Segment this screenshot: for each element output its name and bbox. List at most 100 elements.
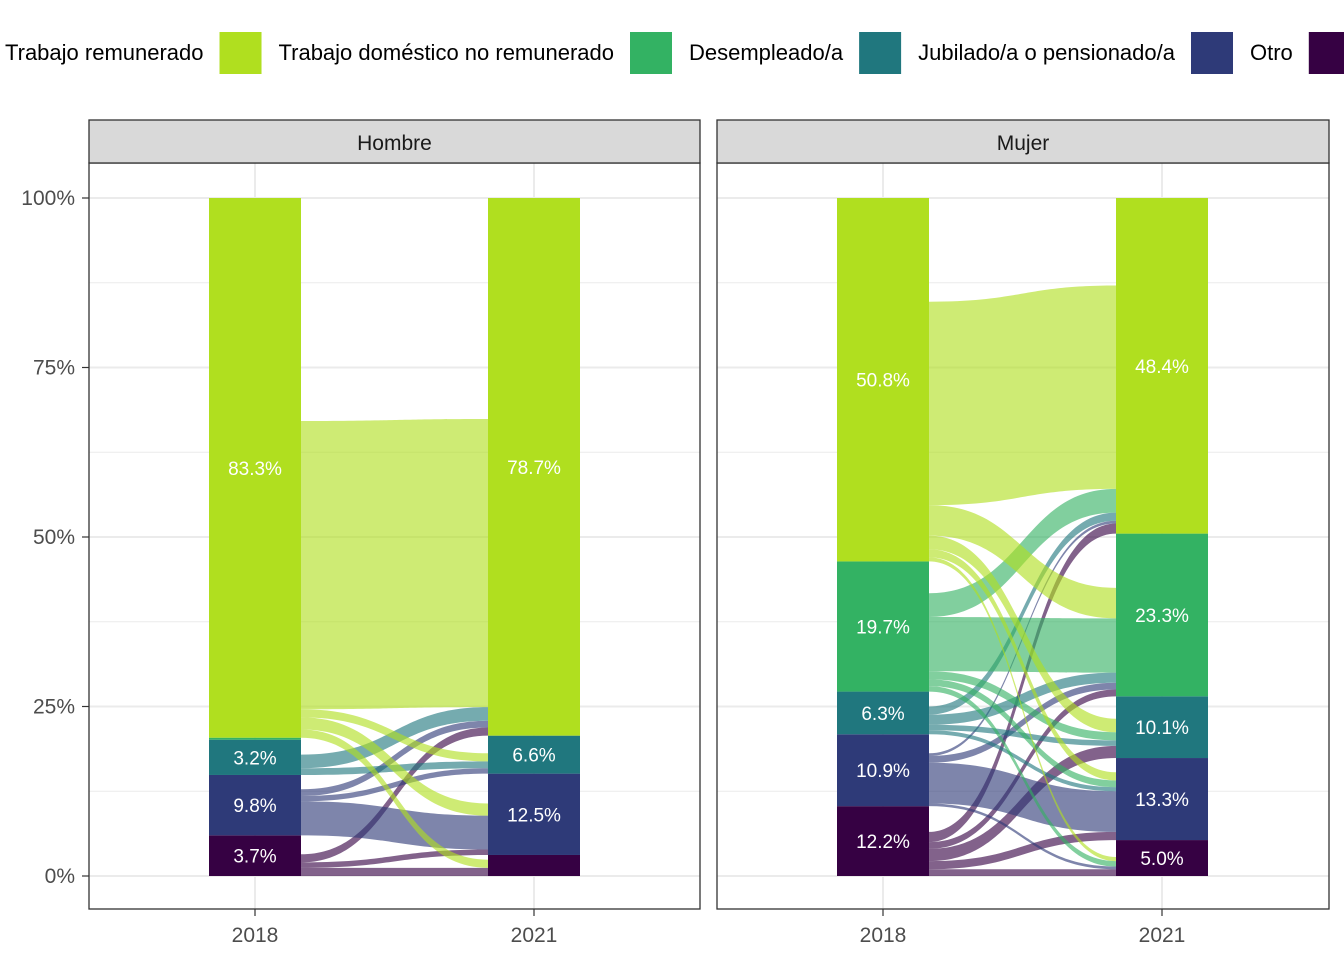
bar-label-jubilado-a-o-pensionado-a: 12.5% [507,805,561,826]
bar-label-otro: 5.0% [1140,849,1183,870]
legend-item-desempleado-a: Desempleado/a [689,32,902,74]
bar-label-jubilado-a-o-pensionado-a: 9.8% [233,796,276,817]
bar-segment-jubilado-a-o-pensionado-a [209,774,301,836]
bar-segment-trabajo-remunerado [837,198,929,562]
bar-segment-trabajo-domestico-no-remunerado [837,561,929,692]
bar-segment-trabajo-remunerado [488,198,580,736]
legend-swatch [1308,32,1344,74]
flow-otro-to-trabajo-domestico-no-remunerado [929,689,1116,849]
bar-segment-otro [1116,840,1208,876]
flow-trabajo-remunerado-to-trabajo-remunerado [929,285,1116,506]
panels: 3.7% 9.8% 3.2% 83.3% 12.5% 6.6% 78.7% Hombre 201… [88,119,1330,947]
legend-item-trabajo-remunerado: Trabajo remunerado [5,32,262,74]
bar-label-jubilado-a-o-pensionado-a: 10.9% [856,761,910,782]
strip-label: Mujer [997,132,1050,155]
legend-label: Desempleado/a [689,40,844,65]
bar-label-desempleado-a: 3.2% [233,748,276,769]
y-tick-label: 100% [21,187,75,210]
flow-trabajo-remunerado-to-jubilado-a-o-pensionado-a [301,717,488,816]
flow-desempleado-a-to-jubilado-a-o-pensionado-a [929,730,1116,792]
bar-segment-desempleado-a [1116,696,1208,759]
bar-segment-desempleado-a [488,735,580,774]
panel-mujer: 12.2% 10.9% 6.3% 19.7% 50.8% 5.0% 13.3% 10.1% 23… [716,119,1330,947]
y-tick-label: 25% [33,696,75,719]
bar-segment-jubilado-a-o-pensionado-a [488,773,580,855]
legend-label: Otro [1250,40,1293,65]
bar-label-otro: 3.7% [233,847,276,868]
legend-label: Jubilado/a o pensionado/a [918,40,1176,65]
stack-2018: 12.2% 10.9% 6.3% 19.7% 50.8% [837,198,929,876]
flow-trabajo-domestico-no-remunerado-to-trabajo-domestico-no-remunerado [929,617,1116,673]
bar-label-trabajo-domestico-no-remunerado: 23.3% [1135,606,1189,627]
bar-label-otro: 12.2% [856,832,910,853]
legend-swatch [1191,32,1233,74]
y-tick-label: 75% [33,357,75,380]
legend-item-otro: Otro [1250,32,1344,74]
flow-otro-to-trabajo-remunerado [929,523,1116,843]
bar-label-trabajo-remunerado: 50.8% [856,371,910,392]
strip-background [716,119,1330,164]
bar-segment-otro [209,835,301,876]
flow-trabajo-remunerado-to-otro [929,557,1116,862]
stack-2021: 5.0% 13.3% 10.1% 23.3% 48.4% [1116,198,1208,876]
legend-item-trabajo-domestico-no-remunerado: Trabajo doméstico no remunerado [279,32,672,74]
flow-trabajo-remunerado-to-desempleado-a [929,535,1116,733]
strip-background [88,119,701,164]
flow-jubilado-a-o-pensionado-a-to-jubilado-a-o-pensionado-a [301,801,488,850]
legend-swatch [630,32,672,74]
bar-segment-otro [488,854,580,876]
bar-label-trabajo-domestico-no-remunerado: 19.7% [856,617,910,638]
bar-segment-jubilado-a-o-pensionado-a [1116,758,1208,841]
bar-label-trabajo-remunerado: 78.7% [507,458,561,479]
flows [301,419,488,876]
flow-jubilado-a-o-pensionado-a-to-jubilado-a-o-pensionado-a [929,762,1116,832]
x-tick-label: 2021 [1139,924,1186,947]
bar-segment-otro [837,806,929,876]
flow-trabajo-remunerado-to-trabajo-remunerado [301,419,488,710]
bar-label-desempleado-a: 6.3% [861,704,904,725]
legend: Trabajo remunerado Trabajo doméstico no r… [5,32,1344,74]
bar-segment-trabajo-remunerado [209,198,301,738]
x-tick-label: 2021 [511,924,558,947]
x-tick-label: 2018 [232,924,279,947]
panel-hombre: 3.7% 9.8% 3.2% 83.3% 12.5% 6.6% 78.7% Hombre 201… [88,119,701,947]
flow-trabajo-remunerado-to-jubilado-a-o-pensionado-a [929,549,1116,781]
flow-trabajo-domestico-no-remunerado-to-desempleado-a [929,671,1116,741]
flow-jubilado-a-o-pensionado-a-to-desempleado-a [301,768,488,802]
y-axis: 0% 25% 50% 75% 100% [21,187,89,888]
bar-segment-trabajo-remunerado [1116,198,1208,534]
flow-otro-to-jubilado-a-o-pensionado-a [301,849,488,868]
bar-segment-trabajo-domestico-no-remunerado [209,737,301,740]
flow-jubilado-a-o-pensionado-a-to-otro [929,803,1116,870]
flow-desempleado-a-to-trabajo-domestico-no-remunerado [929,672,1116,725]
legend-swatch [859,32,902,74]
flow-otro-to-jubilado-a-o-pensionado-a [929,831,1116,870]
bar-label-desempleado-a: 6.6% [512,746,555,767]
flows [929,285,1116,876]
flow-trabajo-remunerado-to-desempleado-a [301,709,488,762]
bar-label-trabajo-remunerado: 83.3% [228,459,282,480]
y-tick-label: 0% [45,865,75,888]
x-tick-label: 2018 [860,924,907,947]
legend-label: Trabajo doméstico no remunerado [279,40,614,65]
stack-2021: 12.5% 6.6% 78.7% [488,198,580,876]
y-tick-label: 50% [33,526,75,549]
bar-label-trabajo-remunerado: 48.4% [1135,357,1189,378]
strip-label: Hombre [357,132,432,155]
flow-otro-to-otro [301,867,488,876]
stack-2018: 3.7% 9.8% 3.2% 83.3% [209,198,301,876]
flow-trabajo-remunerado-to-otro [301,729,488,868]
legend-item-jubilado-a-o-pensionado-a: Jubilado/a o pensionado/a [918,32,1233,74]
legend-swatch [219,32,262,74]
bar-segment-desempleado-a [209,739,301,775]
flow-jubilado-a-o-pensionado-a-to-trabajo-domestico-no-remunerado [929,682,1116,763]
flow-desempleado-a-to-trabajo-remunerado [929,512,1116,715]
flow-trabajo-remunerado-to-trabajo-domestico-no-remunerado [929,505,1116,619]
bar-segment-trabajo-domestico-no-remunerado [1116,533,1208,697]
flow-jubilado-a-o-pensionado-a-to-trabajo-remunerado [301,720,488,796]
bar-label-jubilado-a-o-pensionado-a: 13.3% [1135,790,1189,811]
bar-segment-desempleado-a [837,691,929,735]
flow-trabajo-domestico-no-remunerado-to-otro [929,686,1116,867]
legend-label: Trabajo remunerado [5,40,204,65]
